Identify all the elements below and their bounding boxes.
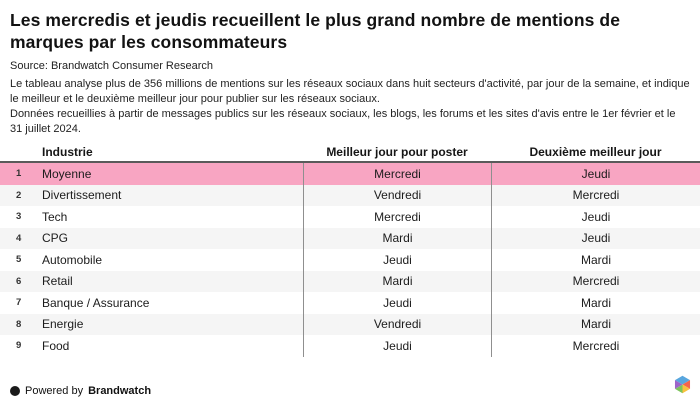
row-rank: 5 <box>16 254 22 266</box>
row-best-day: Mardi <box>303 270 491 292</box>
table-row: 6 Retail Mardi Mercredi <box>0 270 700 292</box>
row-industry: Automobile <box>42 252 103 267</box>
row-industry: Energie <box>42 317 84 332</box>
row-second-best-day: Mercredi <box>491 270 700 292</box>
description-paragraph-2: Données recueillies à partir de messages… <box>10 108 676 135</box>
row-best-day: Jeudi <box>303 292 491 314</box>
industry-cell: 6 Retail <box>0 274 303 288</box>
table-row: 4 CPG Mardi Jeudi <box>0 227 700 249</box>
row-second-best-day: Jeudi <box>491 163 700 185</box>
row-best-day: Mercredi <box>303 163 491 185</box>
row-best-day: Vendredi <box>303 184 491 206</box>
row-second-best-day: Mercredi <box>491 335 700 357</box>
row-rank: 3 <box>16 211 22 223</box>
table-row: 8 Energie Vendredi Mardi <box>0 313 700 335</box>
row-rank: 4 <box>16 232 22 244</box>
row-rank: 9 <box>16 340 22 352</box>
industry-cell: 2 Divertissement <box>0 188 303 202</box>
row-second-best-day: Mardi <box>491 313 700 335</box>
industry-cell: 4 CPG <box>0 231 303 245</box>
row-best-day: Vendredi <box>303 313 491 335</box>
row-rank: 1 <box>16 168 22 180</box>
brandwatch-logo-icon <box>674 375 691 394</box>
table-row: 1 Moyenne Mercredi Jeudi <box>0 163 700 185</box>
column-header-industry: Industrie <box>42 144 93 159</box>
row-second-best-day: Mardi <box>491 249 700 271</box>
row-second-best-day: Jeudi <box>491 227 700 249</box>
brandwatch-brand-name: Brandwatch <box>88 385 152 397</box>
row-best-day: Jeudi <box>303 335 491 357</box>
row-rank: 6 <box>16 275 22 287</box>
industry-cell: 9 Food <box>0 339 303 353</box>
row-industry: Food <box>42 338 70 353</box>
powered-by-footer: Powered by Brandwatch <box>10 385 151 397</box>
row-rank: 2 <box>16 189 22 201</box>
row-rank: 8 <box>16 318 22 330</box>
row-industry: Moyenne <box>42 166 92 181</box>
industry-cell: 3 Tech <box>0 210 303 224</box>
row-industry: Tech <box>42 209 68 224</box>
table-row: 2 Divertissement Vendredi Mercredi <box>0 184 700 206</box>
table-row: 5 Automobile Jeudi Mardi <box>0 249 700 271</box>
column-header-second-best-day: Deuxième meilleur jour <box>529 144 662 159</box>
table-row: 7 Banque / Assurance Jeudi Mardi <box>0 292 700 314</box>
row-industry: Retail <box>42 274 73 289</box>
description-paragraph-1: Le tableau analyse plus de 356 millions … <box>10 78 690 105</box>
row-second-best-day: Mardi <box>491 292 700 314</box>
industry-cell: 8 Energie <box>0 317 303 331</box>
row-best-day: Mercredi <box>303 206 491 228</box>
brandwatch-dot-icon <box>10 386 20 396</box>
source-text: Source: Brandwatch Consumer Research <box>10 60 213 72</box>
table-header-row: Industrie Meilleur jour pour poster Deux… <box>0 142 700 163</box>
row-best-day: Jeudi <box>303 249 491 271</box>
row-industry: Banque / Assurance <box>42 295 150 310</box>
row-best-day: Mardi <box>303 227 491 249</box>
table-row: 3 Tech Mercredi Jeudi <box>0 206 700 228</box>
table-row: 9 Food Jeudi Mercredi <box>0 335 700 357</box>
row-rank: 7 <box>16 297 22 309</box>
page-title: Les mercredis et jeudis recueillent le p… <box>10 10 621 52</box>
powered-by-label: Powered by <box>25 385 84 397</box>
industry-cell: 5 Automobile <box>0 253 303 267</box>
industry-cell: 7 Banque / Assurance <box>0 296 303 310</box>
table-body: 1 Moyenne Mercredi Jeudi 2 Divertissemen… <box>0 163 700 357</box>
column-header-best-day: Meilleur jour pour poster <box>326 144 468 159</box>
row-second-best-day: Mercredi <box>491 184 700 206</box>
best-day-table: Industrie Meilleur jour pour poster Deux… <box>0 142 700 357</box>
row-second-best-day: Jeudi <box>491 206 700 228</box>
industry-cell: 1 Moyenne <box>0 167 303 181</box>
row-industry: Divertissement <box>42 188 122 203</box>
row-industry: CPG <box>42 231 69 246</box>
